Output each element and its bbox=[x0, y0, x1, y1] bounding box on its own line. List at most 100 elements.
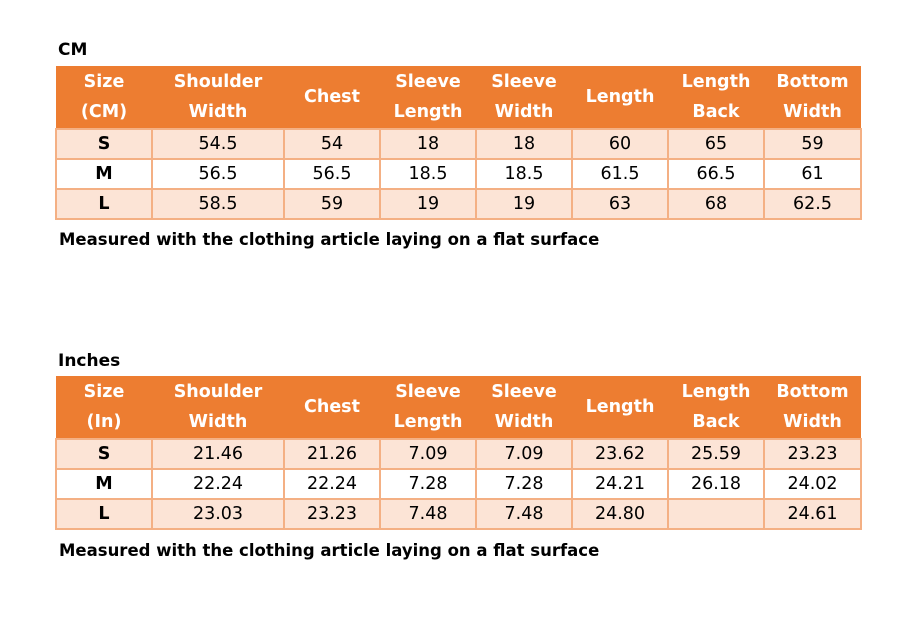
value-cell: 24.21 bbox=[571, 468, 669, 500]
value-cell: 56.5 bbox=[283, 158, 381, 190]
table-note-cm: Measured with the clothing article layin… bbox=[59, 230, 600, 249]
column-header-line: Back bbox=[692, 102, 740, 122]
column-header-line: Sleeve bbox=[491, 382, 557, 402]
value-cell: 18 bbox=[475, 128, 573, 160]
size-cell: S bbox=[55, 128, 153, 160]
value-cell: 65 bbox=[667, 128, 765, 160]
size-cell: M bbox=[55, 158, 153, 190]
header-row: Size (CM) Shoulder Width Chest Sleeve Length Sl… bbox=[56, 66, 861, 129]
column-header: Sleeve Length bbox=[380, 66, 476, 129]
value-cell: 56.5 bbox=[151, 158, 285, 190]
size-table-inches: Size (In) Shoulder Width Chest Sleeve Length Sl… bbox=[55, 376, 862, 530]
column-header: Shoulder Width bbox=[152, 376, 284, 439]
value-cell: 62.5 bbox=[763, 188, 862, 220]
column-header-line: Sleeve bbox=[491, 72, 557, 92]
column-header-line: Width bbox=[783, 412, 842, 432]
column-header-line: Bottom bbox=[776, 382, 849, 402]
value-cell: 54 bbox=[283, 128, 381, 160]
value-cell: 21.26 bbox=[283, 438, 381, 470]
value-cell: 25.59 bbox=[667, 438, 765, 470]
value-cell: 26.18 bbox=[667, 468, 765, 500]
column-header: Length Back bbox=[668, 66, 764, 129]
table-row: S 21.46 21.26 7.09 7.09 23.62 25.59 23.23 bbox=[55, 438, 862, 470]
column-header-line: Length bbox=[393, 412, 463, 432]
column-header: Sleeve Width bbox=[476, 66, 572, 129]
value-cell: 7.28 bbox=[475, 468, 573, 500]
column-header-line: Width bbox=[188, 102, 248, 122]
value-cell bbox=[667, 498, 765, 530]
value-cell: 19 bbox=[379, 188, 477, 220]
value-cell: 23.23 bbox=[283, 498, 381, 530]
column-header: Size (In) bbox=[56, 376, 152, 439]
size-cell: L bbox=[55, 188, 153, 220]
value-cell: 63 bbox=[571, 188, 669, 220]
table-title-inches: Inches bbox=[58, 351, 121, 371]
column-header-line: Width bbox=[494, 102, 554, 122]
table-row: L 58.5 59 19 19 63 68 62.5 bbox=[55, 188, 862, 220]
column-header: Size (CM) bbox=[56, 66, 152, 129]
value-cell: 54.5 bbox=[151, 128, 285, 160]
value-cell: 7.48 bbox=[379, 498, 477, 530]
column-header-line: Length bbox=[681, 72, 751, 92]
table-row: M 56.5 56.5 18.5 18.5 61.5 66.5 61 bbox=[55, 158, 862, 190]
value-cell: 68 bbox=[667, 188, 765, 220]
size-cell: L bbox=[55, 498, 153, 530]
column-header-line: Chest bbox=[304, 87, 360, 107]
column-header-line: (In) bbox=[86, 412, 122, 432]
value-cell: 60 bbox=[571, 128, 669, 160]
column-header-line: Size bbox=[83, 382, 125, 402]
column-header-line: Chest bbox=[304, 397, 360, 417]
table-row: L 23.03 23.23 7.48 7.48 24.80 24.61 bbox=[55, 498, 862, 530]
column-header-line: Length bbox=[585, 397, 655, 417]
value-cell: 19 bbox=[475, 188, 573, 220]
column-header: Bottom Width bbox=[764, 376, 861, 439]
column-header-line: (CM) bbox=[80, 102, 128, 122]
value-cell: 7.09 bbox=[379, 438, 477, 470]
column-header-line: Length bbox=[681, 382, 751, 402]
column-header-line: Width bbox=[783, 102, 842, 122]
value-cell: 58.5 bbox=[151, 188, 285, 220]
column-header: Chest bbox=[284, 376, 380, 439]
value-cell: 18.5 bbox=[379, 158, 477, 190]
table-row: S 54.5 54 18 18 60 65 59 bbox=[55, 128, 862, 160]
column-header-line: Size bbox=[83, 72, 125, 92]
value-cell: 66.5 bbox=[667, 158, 765, 190]
column-header-line: Length bbox=[585, 87, 655, 107]
value-cell: 61.5 bbox=[571, 158, 669, 190]
column-header: Length bbox=[572, 66, 668, 129]
header-row: Size (In) Shoulder Width Chest Sleeve Length Sl… bbox=[56, 376, 861, 439]
value-cell: 59 bbox=[763, 128, 862, 160]
table-title-cm: CM bbox=[58, 40, 88, 60]
column-header: Length Back bbox=[668, 376, 764, 439]
table-row: M 22.24 22.24 7.28 7.28 24.21 26.18 24.02 bbox=[55, 468, 862, 500]
value-cell: 24.02 bbox=[763, 468, 862, 500]
value-cell: 18 bbox=[379, 128, 477, 160]
value-cell: 18.5 bbox=[475, 158, 573, 190]
column-header-line: Bottom bbox=[776, 72, 849, 92]
column-header: Bottom Width bbox=[764, 66, 861, 129]
column-header: Sleeve Width bbox=[476, 376, 572, 439]
size-cell: S bbox=[55, 438, 153, 470]
table-note-inches: Measured with the clothing article layin… bbox=[59, 541, 600, 560]
column-header: Length bbox=[572, 376, 668, 439]
column-header: Shoulder Width bbox=[152, 66, 284, 129]
column-header-line: Sleeve bbox=[395, 72, 461, 92]
column-header-line: Back bbox=[692, 412, 740, 432]
column-header: Sleeve Length bbox=[380, 376, 476, 439]
value-cell: 23.62 bbox=[571, 438, 669, 470]
value-cell: 23.03 bbox=[151, 498, 285, 530]
size-table-cm: Size (CM) Shoulder Width Chest Sleeve Length Sl… bbox=[55, 66, 862, 220]
value-cell: 61 bbox=[763, 158, 862, 190]
value-cell: 7.28 bbox=[379, 468, 477, 500]
value-cell: 21.46 bbox=[151, 438, 285, 470]
value-cell: 59 bbox=[283, 188, 381, 220]
column-header: Chest bbox=[284, 66, 380, 129]
size-cell: M bbox=[55, 468, 153, 500]
column-header-line: Width bbox=[188, 412, 248, 432]
value-cell: 23.23 bbox=[763, 438, 862, 470]
value-cell: 24.61 bbox=[763, 498, 862, 530]
column-header-line: Shoulder bbox=[173, 72, 263, 92]
value-cell: 7.48 bbox=[475, 498, 573, 530]
value-cell: 24.80 bbox=[571, 498, 669, 530]
value-cell: 22.24 bbox=[283, 468, 381, 500]
